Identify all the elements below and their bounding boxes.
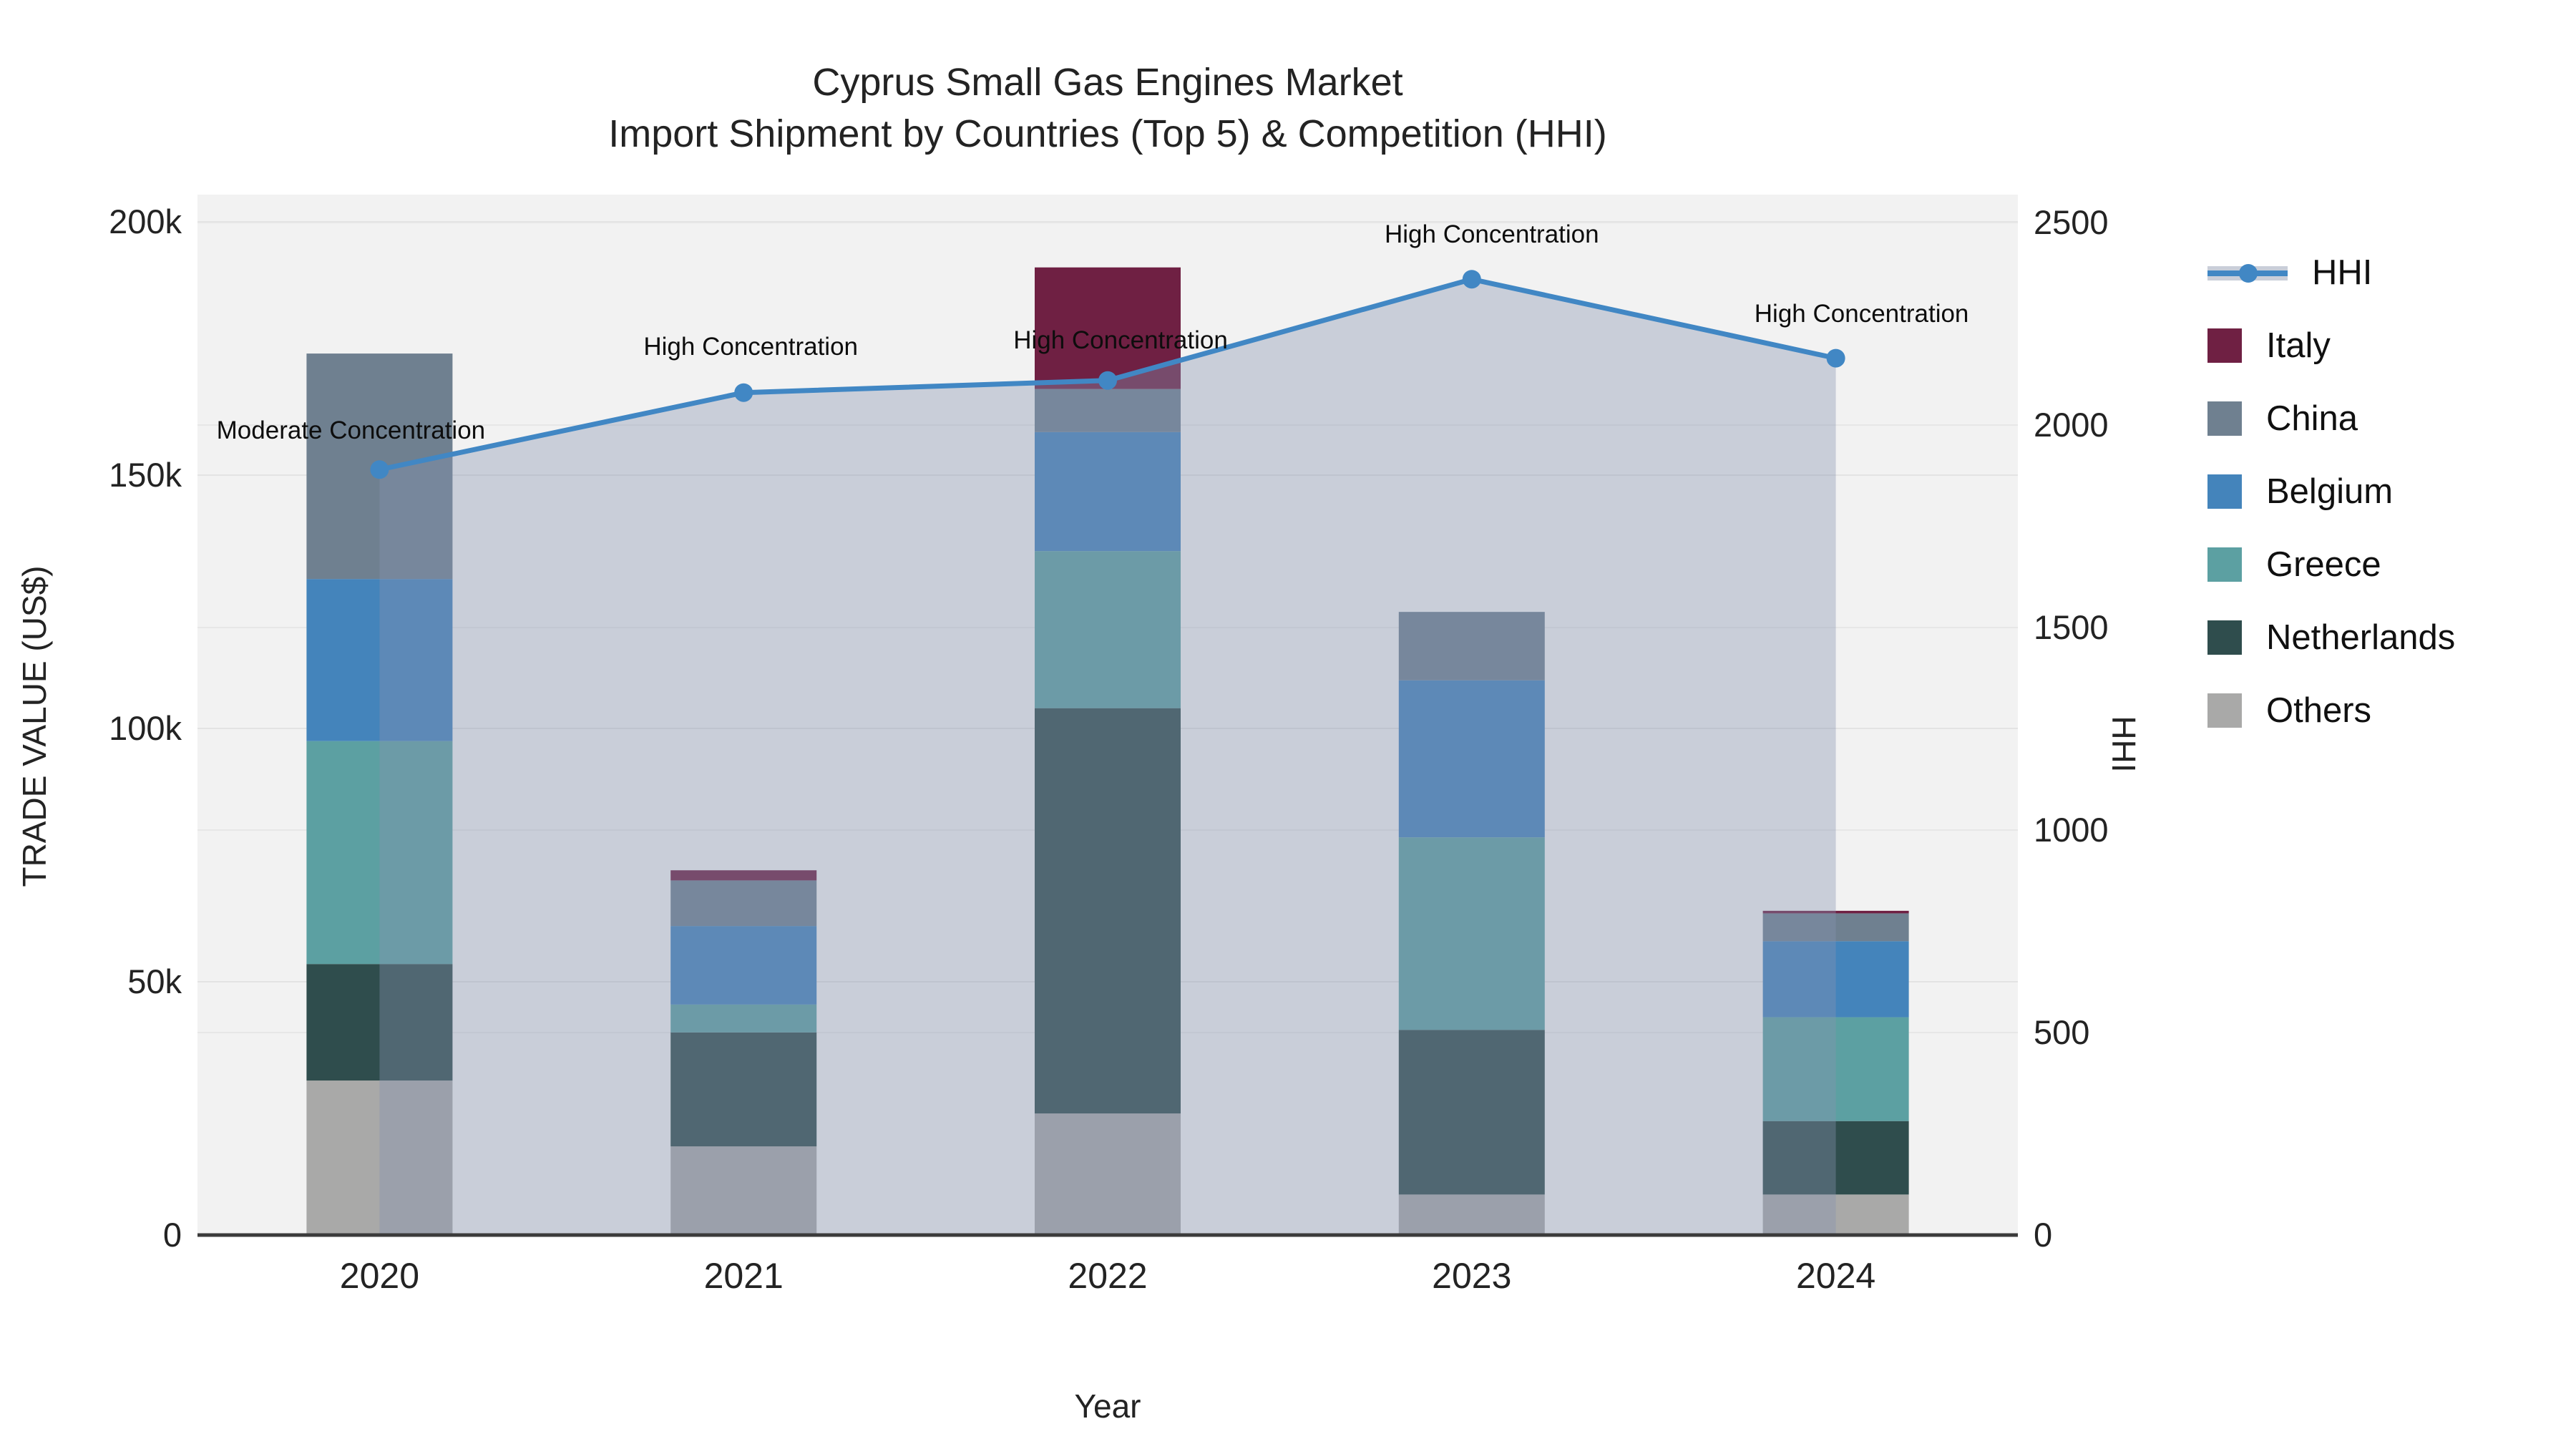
y-tick-left: 100k xyxy=(109,709,182,747)
bar-segment-others-2022[interactable] xyxy=(1035,1113,1181,1235)
bar-segment-netherlands-2023[interactable] xyxy=(1398,1030,1545,1195)
bar-segment-netherlands-2020[interactable] xyxy=(306,964,453,1081)
legend-item-greece[interactable]: Greece xyxy=(2207,528,2455,601)
y-tick-left: 50k xyxy=(127,962,182,1000)
x-axis-title: Year xyxy=(1074,1387,1141,1425)
bar-segment-netherlands-2024[interactable] xyxy=(1762,1121,1909,1195)
hhi-marker-2022[interactable] xyxy=(1098,371,1117,390)
bar-segment-greece-2020[interactable] xyxy=(306,741,453,965)
y-tick-left: 200k xyxy=(109,203,182,240)
hhi-line-swatch-icon xyxy=(2207,255,2288,290)
hhi-marker-2024[interactable] xyxy=(1826,348,1845,368)
legend-item-belgium[interactable]: Belgium xyxy=(2207,455,2455,528)
bar-segment-belgium-2022[interactable] xyxy=(1035,431,1181,552)
bar-segment-others-2023[interactable] xyxy=(1398,1194,1545,1235)
x-tick-label: 2021 xyxy=(703,1256,784,1296)
chart-subtitle: Import Shipment by Countries (Top 5) & C… xyxy=(608,112,1607,155)
y-tick-right: 1000 xyxy=(2034,811,2109,849)
x-tick-label: 2024 xyxy=(1795,1256,1876,1296)
legend-color-swatch-icon xyxy=(2207,401,2242,436)
hhi-marker-2021[interactable] xyxy=(734,383,753,402)
bar-segment-others-2021[interactable] xyxy=(670,1146,817,1235)
bar-segment-belgium-2021[interactable] xyxy=(670,926,817,1005)
legend-color-swatch-icon xyxy=(2207,328,2242,363)
legend-color-swatch-icon xyxy=(2207,620,2242,655)
bar-segment-others-2024[interactable] xyxy=(1762,1194,1909,1235)
legend-item-hhi[interactable]: HHI xyxy=(2207,236,2455,309)
legend-label: Netherlands xyxy=(2266,618,2456,657)
hhi-marker-2023[interactable] xyxy=(1462,270,1481,289)
legend-color-swatch-icon xyxy=(2207,474,2242,509)
y-tick-left: 150k xyxy=(109,456,182,494)
annotation-2022: High Concentration xyxy=(1013,326,1228,354)
y-tick-right: 1500 xyxy=(2034,608,2109,646)
bar-segment-china-2023[interactable] xyxy=(1398,612,1545,680)
hhi-marker-2020[interactable] xyxy=(370,460,389,479)
y-axis-title-right: HHI xyxy=(2105,716,2142,773)
annotation-2024: High Concentration xyxy=(1754,299,1969,328)
bar-segment-china-2021[interactable] xyxy=(670,880,817,927)
x-tick-label: 2020 xyxy=(339,1256,420,1296)
annotation-2023: High Concentration xyxy=(1384,220,1599,249)
legend-item-netherlands[interactable]: Netherlands xyxy=(2207,601,2455,674)
y-tick-right: 2000 xyxy=(2034,406,2109,444)
bar-segment-netherlands-2021[interactable] xyxy=(670,1032,817,1147)
bar-segment-italy-2024[interactable] xyxy=(1762,910,1909,914)
legend-label: Belgium xyxy=(2266,472,2394,511)
bar-segment-china-2024[interactable] xyxy=(1762,913,1909,942)
legend-label: Others xyxy=(2266,691,2372,730)
legend-item-others[interactable]: Others xyxy=(2207,674,2455,747)
legend-item-china[interactable]: China xyxy=(2207,382,2455,455)
bar-segment-others-2020[interactable] xyxy=(306,1080,453,1235)
annotation-2021: High Concentration xyxy=(643,332,858,361)
chart-title: Cyprus Small Gas Engines Market xyxy=(812,61,1403,104)
y-tick-right: 0 xyxy=(2034,1216,2053,1254)
annotation-2020: Moderate Concentration xyxy=(216,416,486,445)
bar-segment-belgium-2023[interactable] xyxy=(1398,680,1545,838)
bar-segment-greece-2023[interactable] xyxy=(1398,837,1545,1030)
bar-segment-netherlands-2022[interactable] xyxy=(1035,708,1181,1114)
y-tick-left: 0 xyxy=(162,1216,182,1254)
bar-segment-belgium-2024[interactable] xyxy=(1762,941,1909,1018)
y-tick-right: 2500 xyxy=(2034,203,2109,241)
bar-segment-greece-2021[interactable] xyxy=(670,1004,817,1033)
bar-segment-italy-2021[interactable] xyxy=(670,870,817,881)
legend: HHI Italy China Belgium Greece Netherlands Oth… xyxy=(2207,236,2455,747)
bar-segment-greece-2022[interactable] xyxy=(1035,551,1181,708)
legend-label: China xyxy=(2266,399,2358,438)
bar-segment-greece-2024[interactable] xyxy=(1762,1017,1909,1121)
y-tick-right: 500 xyxy=(2034,1013,2090,1051)
legend-label: Greece xyxy=(2266,545,2381,584)
bar-segment-belgium-2020[interactable] xyxy=(306,579,453,741)
x-tick-label: 2023 xyxy=(1432,1256,1512,1296)
hhi-area-fill xyxy=(379,279,1836,1235)
legend-label: Italy xyxy=(2266,326,2331,365)
legend-color-swatch-icon xyxy=(2207,547,2242,582)
legend-label: HHI xyxy=(2312,253,2373,292)
x-tick-label: 2022 xyxy=(1068,1256,1148,1296)
bar-segment-china-2022[interactable] xyxy=(1035,389,1181,432)
legend-item-italy[interactable]: Italy xyxy=(2207,309,2455,382)
legend-color-swatch-icon xyxy=(2207,693,2242,728)
